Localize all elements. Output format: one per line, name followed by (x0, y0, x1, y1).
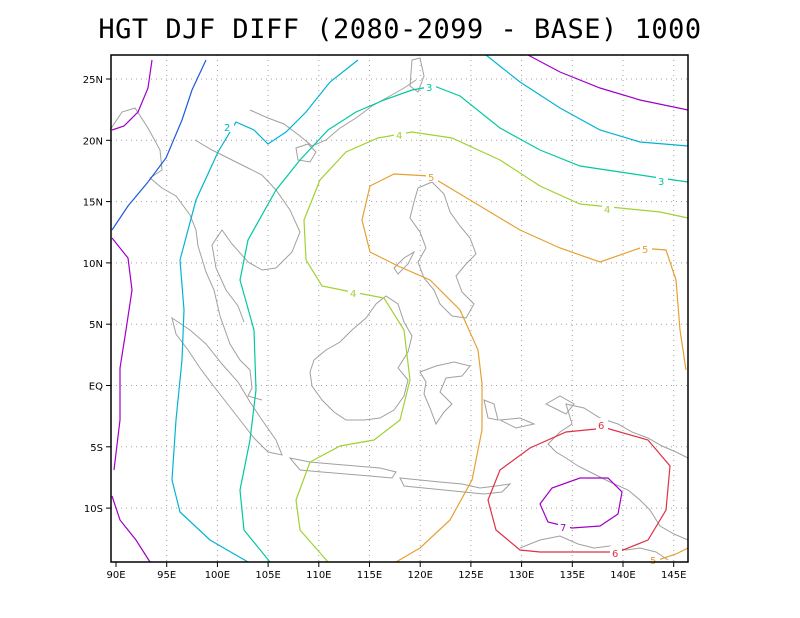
coastline-hainan (295, 143, 317, 163)
x-tick-label: 110E (306, 570, 331, 581)
x-axis: 90E 95E 100E 105E 110E 115E 120E 125E 130E 135E 14… (106, 562, 686, 581)
contour-line-1-southwest (111, 495, 151, 563)
coastline-philippines (409, 181, 477, 319)
coastline-sumatra (171, 316, 283, 456)
coastline-australia (519, 535, 669, 561)
x-tick-label: 105E (255, 570, 280, 581)
contour-line-6 (487, 427, 671, 553)
y-tick-label: EQ (89, 382, 103, 393)
contour-label-5-east: 5 (642, 245, 648, 256)
contour-line-1-west (111, 237, 133, 471)
y-tick-label: 10N (83, 259, 103, 270)
contour-label-4-east: 4 (604, 205, 610, 216)
y-tick-label: 25N (83, 75, 103, 86)
map-title: HGT DJF DIFF (2080-2099 - BASE) 1000 (98, 14, 702, 45)
contour-label-4-west: 4 (350, 289, 356, 300)
contour-line-2-northeast (485, 54, 689, 147)
grid-lines (111, 55, 688, 562)
contour-line-1-5 (111, 59, 207, 231)
contour-line-1-northwest (111, 59, 153, 131)
contour-label-6-south: 6 (612, 549, 618, 560)
contour-label-2: 2 (224, 123, 230, 134)
contour-label-6-north: 6 (598, 421, 604, 432)
coastline-mainland (109, 107, 263, 401)
map-frame (110, 54, 689, 563)
contour-label-3-north: 3 (426, 83, 432, 94)
x-tick-label: 100E (205, 570, 230, 581)
coastline-moluccas (483, 395, 575, 429)
x-tick-label: 135E (560, 570, 585, 581)
x-tick-label: 140E (610, 570, 635, 581)
coastline-borneo (309, 295, 413, 421)
x-tick-label: 125E (458, 570, 483, 581)
x-tick-label: 95E (157, 570, 176, 581)
coastline-sulawesi (419, 361, 471, 426)
y-tick-label: 20N (83, 136, 103, 147)
contour-label-7: 7 (560, 523, 566, 534)
coastline-indochina (194, 139, 301, 323)
contour-label-4-north: 4 (396, 131, 402, 142)
contour-label-3-east: 3 (658, 177, 664, 188)
coastlines (109, 57, 689, 561)
coastline-new-guinea (547, 403, 689, 541)
coastline-china (249, 79, 417, 147)
y-axis: 25N 20N 15N 10N 5N EQ 5S 10S (83, 75, 111, 515)
coastline-palawan (393, 250, 416, 275)
x-tick-label: 130E (509, 570, 534, 581)
contour-line-2 (171, 59, 359, 563)
contour-line-4 (295, 131, 689, 563)
coastline-taiwan (409, 57, 425, 93)
x-tick-label: 90E (106, 570, 125, 581)
x-tick-label: 115E (357, 570, 382, 581)
contour-labels: 2 3 3 4 4 4 5 5 5 6 6 7 (222, 80, 668, 567)
contour-label-5-north: 5 (428, 173, 434, 184)
y-tick-label: 5S (90, 443, 103, 454)
contour-line-7 (539, 477, 623, 529)
coastline-java (288, 457, 397, 479)
contour-line-1-northeast (527, 54, 689, 111)
x-tick-label: 120E (407, 570, 432, 581)
y-tick-label: 10S (84, 504, 103, 515)
contour-line-5 (361, 173, 687, 563)
y-tick-label: 5N (89, 320, 103, 331)
coastline-lesser-sunda (399, 477, 512, 495)
x-tick-label: 145E (661, 570, 686, 581)
y-tick-label: 15N (83, 198, 103, 209)
contour-line-3 (239, 85, 689, 563)
